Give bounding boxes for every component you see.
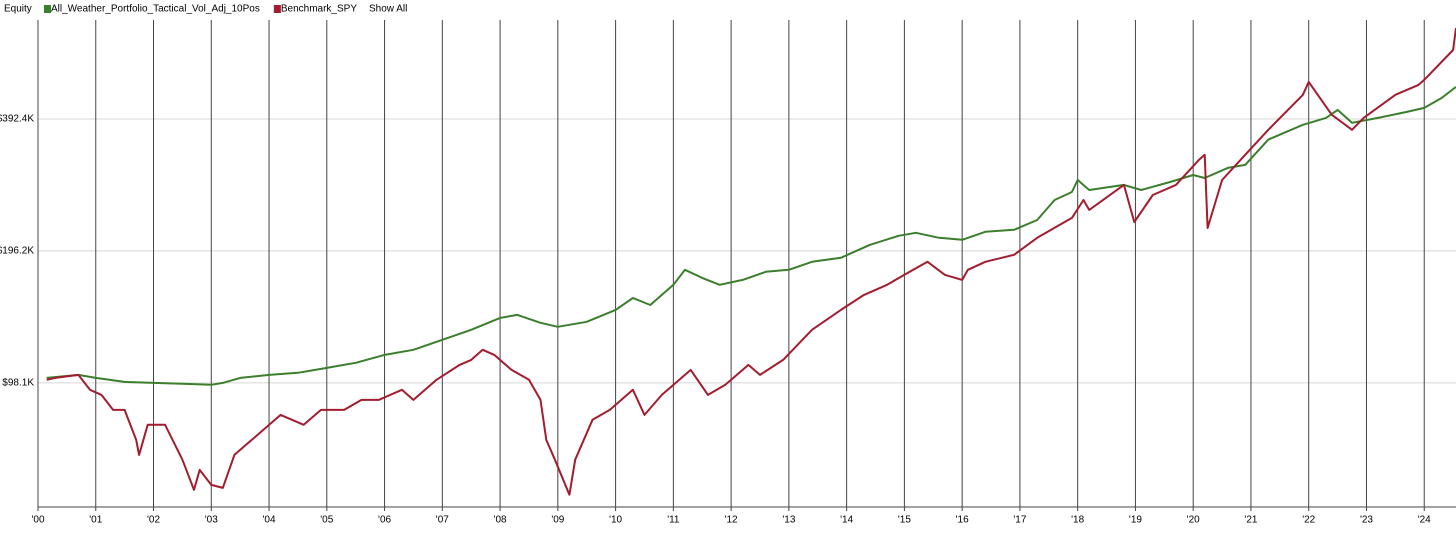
x-tick-label: '21	[1244, 515, 1257, 526]
legend-label[interactable]: All_Weather_Portfolio_Tactical_Vol_Adj_1…	[51, 4, 260, 15]
y-tick-label: $392.4K	[0, 114, 34, 125]
x-tick-label: '12	[725, 515, 738, 526]
x-tick-label: '06	[378, 515, 391, 526]
x-tick-label: '22	[1302, 515, 1315, 526]
x-tick-label: '04	[263, 515, 276, 526]
y-tick-label: $98.1K	[2, 377, 34, 388]
x-tick-label: '07	[436, 515, 449, 526]
x-tick-label: '05	[320, 515, 333, 526]
x-tick-label: '11	[667, 515, 680, 526]
x-tick-label: '16	[956, 515, 969, 526]
y-tick-label: $196.2K	[0, 246, 34, 257]
x-tick-label: '20	[1187, 515, 1200, 526]
x-tick-label: '09	[551, 515, 564, 526]
x-tick-label: '08	[494, 515, 507, 526]
x-tick-label: '18	[1071, 515, 1084, 526]
legend-swatch[interactable]	[44, 5, 51, 13]
x-tick-label: '23	[1360, 515, 1373, 526]
show-all-button[interactable]: Show All	[369, 4, 407, 15]
x-tick-label: '17	[1013, 515, 1026, 526]
legend-swatch[interactable]	[273, 5, 281, 13]
legend-title: Equity	[4, 4, 32, 15]
x-tick-label: '13	[782, 515, 795, 526]
x-tick-label: '15	[898, 515, 911, 526]
x-tick-label: '01	[89, 515, 102, 526]
x-tick-label: '00	[31, 515, 44, 526]
series-line	[46, 27, 1456, 496]
x-tick-label: '02	[147, 515, 160, 526]
x-tick-label: '03	[205, 515, 218, 526]
series-line	[46, 86, 1456, 386]
x-tick-label: '24	[1418, 515, 1431, 526]
x-tick-label: '10	[609, 515, 622, 526]
x-tick-label: '19	[1129, 515, 1142, 526]
x-tick-label: '14	[840, 515, 853, 526]
legend-label[interactable]: Benchmark_SPY	[281, 4, 357, 15]
